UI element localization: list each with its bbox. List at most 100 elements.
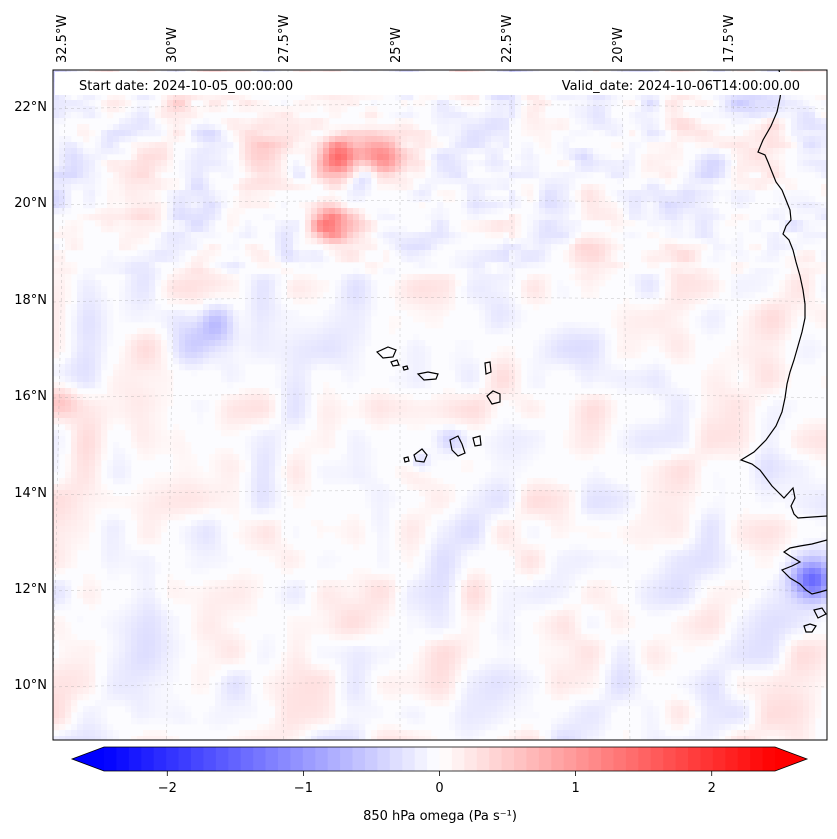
omega-cell: [527, 226, 534, 233]
omega-cell: [755, 220, 762, 227]
omega-cell: [611, 166, 618, 173]
omega-cell: [473, 214, 480, 221]
omega-cell: [149, 166, 156, 173]
omega-cell: [557, 160, 564, 167]
omega-cell: [473, 298, 480, 305]
omega-cell: [155, 172, 162, 179]
omega-cell: [281, 328, 288, 335]
omega-cell: [101, 310, 108, 317]
omega-cell: [749, 178, 756, 185]
omega-cell: [269, 106, 276, 113]
omega-cell: [707, 226, 714, 233]
omega-cell: [767, 154, 774, 161]
omega-cell: [533, 202, 540, 209]
omega-cell: [473, 100, 480, 107]
omega-cell: [203, 292, 210, 299]
omega-cell: [611, 382, 618, 389]
omega-cell: [287, 352, 294, 359]
omega-cell: [485, 226, 492, 233]
omega-cell: [125, 364, 132, 371]
omega-cell: [317, 262, 324, 269]
omega-cell: [335, 352, 342, 359]
omega-cell: [737, 250, 744, 257]
omega-cell: [671, 304, 678, 311]
omega-cell: [491, 112, 498, 119]
omega-cell: [719, 250, 726, 257]
omega-cell: [215, 364, 222, 371]
omega-cell: [107, 94, 114, 101]
omega-cell: [419, 256, 426, 263]
omega-cell: [209, 280, 216, 287]
omega-cell: [683, 256, 690, 263]
omega-cell: [719, 172, 726, 179]
omega-cell: [359, 298, 366, 305]
omega-cell: [467, 280, 474, 287]
omega-cell: [743, 190, 750, 197]
omega-cell: [473, 292, 480, 299]
omega-cell: [167, 106, 174, 113]
omega-cell: [65, 106, 72, 113]
omega-cell: [107, 136, 114, 143]
omega-cell: [611, 268, 618, 275]
omega-cell: [557, 148, 564, 155]
omega-cell: [809, 220, 816, 227]
omega-cell: [653, 160, 660, 167]
omega-cell: [803, 346, 810, 353]
omega-cell: [377, 124, 384, 131]
omega-cell: [185, 100, 192, 107]
omega-cell: [551, 172, 558, 179]
omega-cell: [191, 166, 198, 173]
omega-cell: [353, 136, 360, 143]
omega-cell: [695, 214, 702, 221]
omega-cell: [83, 130, 90, 137]
omega-cell: [221, 376, 228, 383]
omega-cell: [401, 280, 408, 287]
omega-cell: [341, 166, 348, 173]
omega-cell: [653, 304, 660, 311]
omega-cell: [53, 190, 60, 197]
omega-cell: [545, 220, 552, 227]
omega-cell: [587, 376, 594, 383]
omega-cell: [659, 190, 666, 197]
omega-cell: [359, 352, 366, 359]
omega-cell: [497, 136, 504, 143]
omega-cell: [251, 172, 258, 179]
omega-cell: [329, 178, 336, 185]
omega-cell: [257, 178, 264, 185]
omega-cell: [545, 364, 552, 371]
omega-cell: [563, 226, 570, 233]
omega-cell: [353, 196, 360, 203]
omega-cell: [473, 274, 480, 281]
omega-cell: [383, 136, 390, 143]
omega-cell: [149, 94, 156, 101]
omega-cell: [89, 154, 96, 161]
omega-cell: [95, 160, 102, 167]
omega-cell: [209, 160, 216, 167]
omega-cell: [65, 292, 72, 299]
omega-cell: [641, 376, 648, 383]
omega-cell: [209, 334, 216, 341]
omega-cell: [125, 136, 132, 143]
omega-cell: [317, 196, 324, 203]
omega-cell: [59, 382, 66, 389]
omega-cell: [599, 340, 606, 347]
omega-cell: [305, 322, 312, 329]
omega-cell: [635, 274, 642, 281]
omega-cell: [587, 256, 594, 263]
omega-cell: [527, 238, 534, 245]
omega-cell: [365, 118, 372, 125]
omega-cell: [251, 202, 258, 209]
omega-cell: [767, 142, 774, 149]
omega-cell: [59, 304, 66, 311]
omega-cell: [581, 346, 588, 353]
omega-cell: [305, 364, 312, 371]
omega-cell: [413, 316, 420, 323]
omega-cell: [479, 130, 486, 137]
omega-cell: [515, 100, 522, 107]
omega-cell: [701, 322, 708, 329]
omega-cell: [815, 142, 822, 149]
omega-cell: [563, 322, 570, 329]
omega-cell: [77, 160, 84, 167]
omega-cell: [785, 310, 792, 317]
omega-cell: [77, 298, 84, 305]
